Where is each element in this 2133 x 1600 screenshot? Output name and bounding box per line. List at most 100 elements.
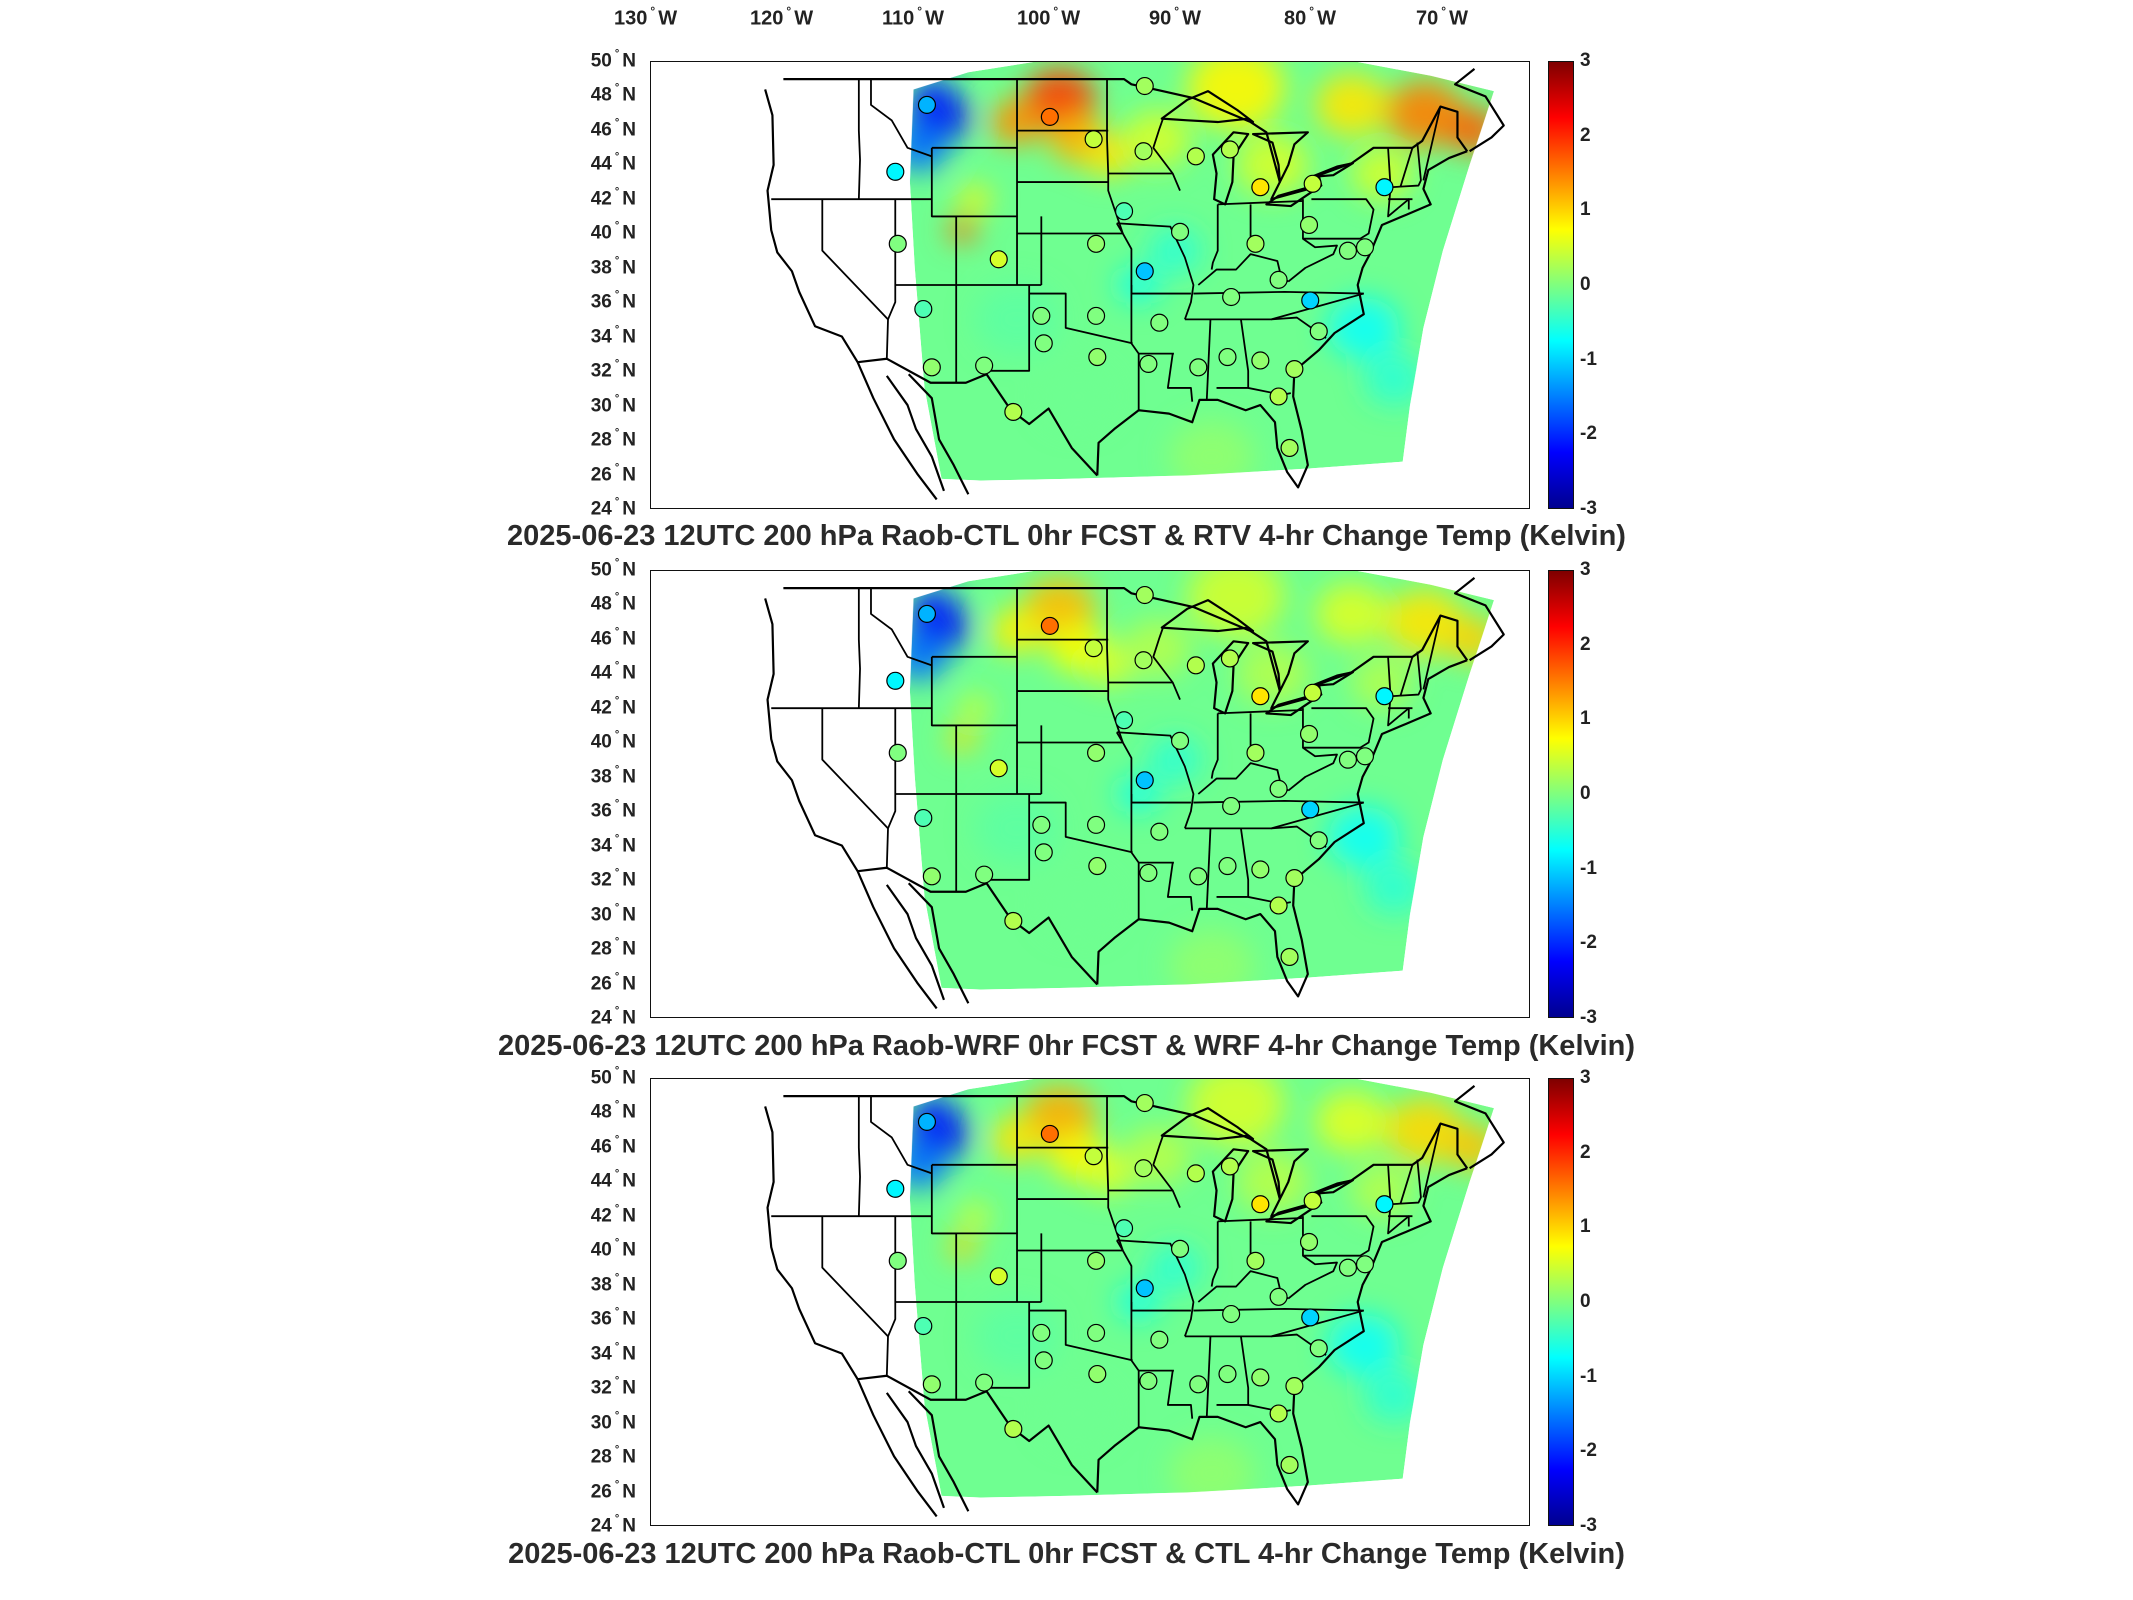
longitude-label: 130 ° W bbox=[614, 4, 678, 30]
state-border bbox=[885, 1216, 897, 1376]
raob-station-marker bbox=[1150, 1330, 1169, 1349]
raob-station-marker bbox=[1170, 222, 1190, 241]
colorbar-tick-label: 1 bbox=[1580, 199, 1591, 221]
raob-station-marker bbox=[1034, 334, 1053, 353]
great-lake bbox=[1310, 671, 1354, 687]
field-anomaly bbox=[1236, 642, 1310, 705]
raob-station-marker bbox=[1338, 1258, 1358, 1277]
state-border bbox=[1106, 1096, 1124, 1251]
raob-station-marker bbox=[1135, 1093, 1154, 1113]
raob-station-marker bbox=[1269, 779, 1288, 798]
field-anomaly bbox=[1187, 571, 1285, 639]
latitude-label: 48 ° N bbox=[590, 82, 636, 106]
raob-station-marker bbox=[1004, 1419, 1023, 1438]
field-anomaly bbox=[1148, 227, 1202, 274]
field-anomaly bbox=[1041, 365, 1115, 428]
state-border bbox=[1399, 656, 1414, 697]
latitude-label: 30 ° N bbox=[590, 1409, 636, 1433]
colorbar-tick-label: -2 bbox=[1580, 1440, 1597, 1462]
raob-station-marker bbox=[1135, 76, 1154, 96]
state-border bbox=[1116, 222, 1191, 295]
field-anomaly bbox=[1446, 1124, 1494, 1171]
colorbar-tick-label: 2 bbox=[1580, 1141, 1591, 1163]
coastline bbox=[857, 357, 1099, 477]
latitude-label: 32 ° N bbox=[590, 867, 636, 891]
colorbar-tick-label: -1 bbox=[1580, 1365, 1597, 1387]
state-border bbox=[1388, 707, 1410, 719]
raob-station-marker bbox=[922, 1375, 941, 1394]
latitude-label: 34 ° N bbox=[590, 832, 636, 857]
raob-station-marker bbox=[886, 671, 905, 690]
state-border bbox=[857, 1096, 861, 1217]
raob-station-marker bbox=[888, 234, 907, 253]
raob-station-marker bbox=[1303, 174, 1322, 193]
raob-station-marker bbox=[1139, 863, 1158, 882]
state-border bbox=[1422, 615, 1442, 690]
latitude-label: 26 ° N bbox=[590, 461, 636, 485]
longitude-label: 90 ° W bbox=[1149, 4, 1201, 30]
raob-station-marker bbox=[888, 743, 907, 762]
field-anomaly bbox=[1041, 874, 1115, 937]
raob-station-marker bbox=[975, 865, 994, 884]
field-anomaly bbox=[1327, 805, 1401, 868]
state-border bbox=[821, 708, 889, 829]
state-border bbox=[1116, 1239, 1195, 1337]
colorbar-tick-label: 3 bbox=[1580, 1067, 1591, 1088]
state-border bbox=[885, 708, 897, 868]
great-lake bbox=[1310, 1179, 1354, 1195]
raob-station-marker bbox=[1303, 1191, 1322, 1210]
raob-station-marker bbox=[1222, 287, 1241, 307]
coastline bbox=[764, 598, 938, 1010]
coastline bbox=[885, 375, 945, 492]
coastline bbox=[907, 1390, 970, 1512]
raob-station-marker bbox=[1309, 322, 1328, 341]
field-anomaly bbox=[909, 123, 948, 172]
raob-station-marker bbox=[1301, 800, 1320, 819]
state-border bbox=[985, 794, 1031, 881]
latitude-label: 44 ° N bbox=[590, 1168, 636, 1192]
longitude-label: 120 ° W bbox=[750, 4, 814, 30]
coastline bbox=[857, 1374, 1099, 1494]
state-border bbox=[1116, 731, 1191, 804]
great-lake bbox=[1251, 640, 1309, 693]
latitude-label: 28 ° N bbox=[590, 427, 636, 451]
state-border bbox=[821, 1216, 889, 1337]
state-border bbox=[1302, 198, 1375, 240]
colorbar-tick-label: 0 bbox=[1580, 274, 1591, 295]
state-border bbox=[1029, 801, 1133, 854]
raob-station-marker bbox=[1134, 1159, 1153, 1178]
raob-station-marker bbox=[1034, 1351, 1053, 1370]
latitude-label: 42 ° N bbox=[590, 185, 636, 210]
coastline bbox=[1096, 1167, 1468, 1506]
raob-station-marker bbox=[1087, 1323, 1106, 1342]
longitude-label: 80 ° W bbox=[1284, 4, 1336, 30]
raob-station-marker bbox=[1251, 687, 1270, 706]
raob-station-marker bbox=[1189, 1375, 1208, 1394]
latitude-label: 30 ° N bbox=[590, 392, 636, 416]
raob-station-marker bbox=[1269, 270, 1288, 289]
state-border bbox=[1116, 1239, 1191, 1312]
latitude-label: 28 ° N bbox=[590, 936, 636, 960]
state-border bbox=[1217, 709, 1303, 715]
latitude-label: 28 ° N bbox=[590, 1444, 636, 1468]
colorbar-tick-label: -2 bbox=[1580, 423, 1597, 445]
field-anomaly bbox=[1169, 1437, 1255, 1498]
temperature-field bbox=[909, 571, 1494, 990]
state-border bbox=[1287, 237, 1338, 283]
latitude-label: 24 ° N bbox=[590, 1513, 636, 1537]
state-border bbox=[870, 79, 933, 158]
coastline bbox=[764, 1106, 938, 1518]
colorbar-tick-label: 1 bbox=[1580, 708, 1591, 730]
field-anomaly bbox=[1327, 1313, 1401, 1376]
latitude-label: 50 ° N bbox=[590, 48, 636, 72]
field-anomaly bbox=[1446, 616, 1494, 663]
coastline bbox=[1096, 150, 1468, 489]
latitude-label: 32 ° N bbox=[590, 358, 636, 382]
colorbar-tick-label: 0 bbox=[1580, 783, 1591, 804]
temperature-field bbox=[909, 62, 1494, 481]
coastline bbox=[1453, 1085, 1505, 1170]
raob-station-marker bbox=[1285, 868, 1304, 888]
colorbar-tick-label: 3 bbox=[1580, 559, 1591, 580]
great-lake bbox=[1251, 1148, 1309, 1201]
